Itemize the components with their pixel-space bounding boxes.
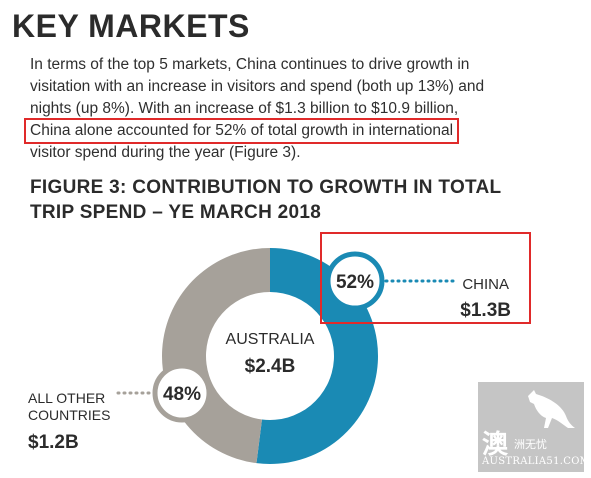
watermark-small-text: 洲无忧 — [514, 438, 547, 451]
watermark-site: AUSTRALIA51.COM — [482, 456, 591, 467]
figure-title-line: TRIP SPEND – YE MARCH 2018 — [30, 202, 322, 223]
watermark-big-char: 澳 — [482, 430, 509, 460]
figure-title: FIGURE 3: CONTRIBUTION TO GROWTH IN TOTA… — [30, 175, 550, 225]
watermark: 澳 洲无忧 AUSTRALIA51.COM — [478, 382, 590, 472]
china-highlight-box — [320, 232, 531, 324]
intro-paragraph: In terms of the top 5 markets, China con… — [23, 54, 575, 164]
center-value: $2.4B — [245, 356, 296, 377]
highlighted-paragraph-line: China alone accounted for 52% of total g… — [23, 118, 460, 144]
other-name-label-line1: ALL OTHER — [28, 390, 105, 406]
china-value-label: $1.3B — [460, 300, 511, 321]
figure-title-line: FIGURE 3: CONTRIBUTION TO GROWTH IN TOTA… — [30, 177, 502, 198]
other-percent-badge — [152, 363, 212, 423]
paragraph-line: In terms of the top 5 markets, China con… — [30, 56, 470, 73]
center-label: AUSTRALIA — [226, 331, 315, 348]
china-percent-badge — [325, 251, 385, 311]
china-name-label: CHINA — [462, 276, 509, 293]
other-value-label: $1.2B — [28, 432, 79, 453]
other-percent-label: 48% — [163, 384, 201, 405]
kangaroo-icon — [528, 390, 575, 428]
paragraph-line: visitation with an increase in visitors … — [30, 78, 485, 95]
paragraph-line: nights (up 8%). With an increase of $1.3… — [30, 100, 459, 117]
other-name-label-line2: COUNTRIES — [28, 407, 110, 423]
paragraph-line: visitor spend during the year (Figure 3)… — [30, 144, 301, 161]
china-percent-label: 52% — [336, 272, 374, 293]
page-heading: KEY MARKETS — [12, 8, 250, 44]
